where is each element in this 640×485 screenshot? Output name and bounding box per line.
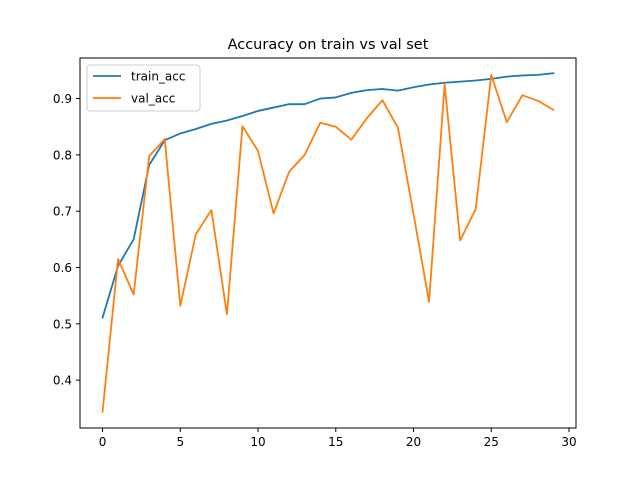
x-tick-label: 5 [176,435,184,449]
y-tick-label: 0.4 [53,374,72,388]
y-axis: 0.4 0.5 0.6 0.7 0.8 0.9 [53,92,80,388]
x-tick-label: 15 [328,435,343,449]
y-tick-label: 0.6 [53,261,72,275]
x-tick-label: 0 [99,435,107,449]
x-axis: 0 5 10 15 20 25 30 [99,428,577,449]
x-tick-label: 20 [406,435,421,449]
series-line-train_acc [101,72,555,319]
x-tick-label: 25 [484,435,499,449]
series-layer [101,72,555,413]
y-tick-label: 0.7 [53,205,72,219]
x-tick-label: 30 [561,435,576,449]
y-tick-label: 0.5 [53,317,72,331]
legend-label-train_acc: train_acc [131,70,185,84]
x-tick-label: 10 [250,435,265,449]
y-tick-label: 0.8 [53,148,72,162]
chart-title: Accuracy on train vs val set [228,37,429,53]
y-tick-label: 0.9 [53,92,72,106]
legend-label-val_acc: val_acc [131,92,175,106]
legend: train_acc val_acc [86,64,201,112]
series-line-val_acc [101,73,555,413]
plot-frame [79,57,577,429]
